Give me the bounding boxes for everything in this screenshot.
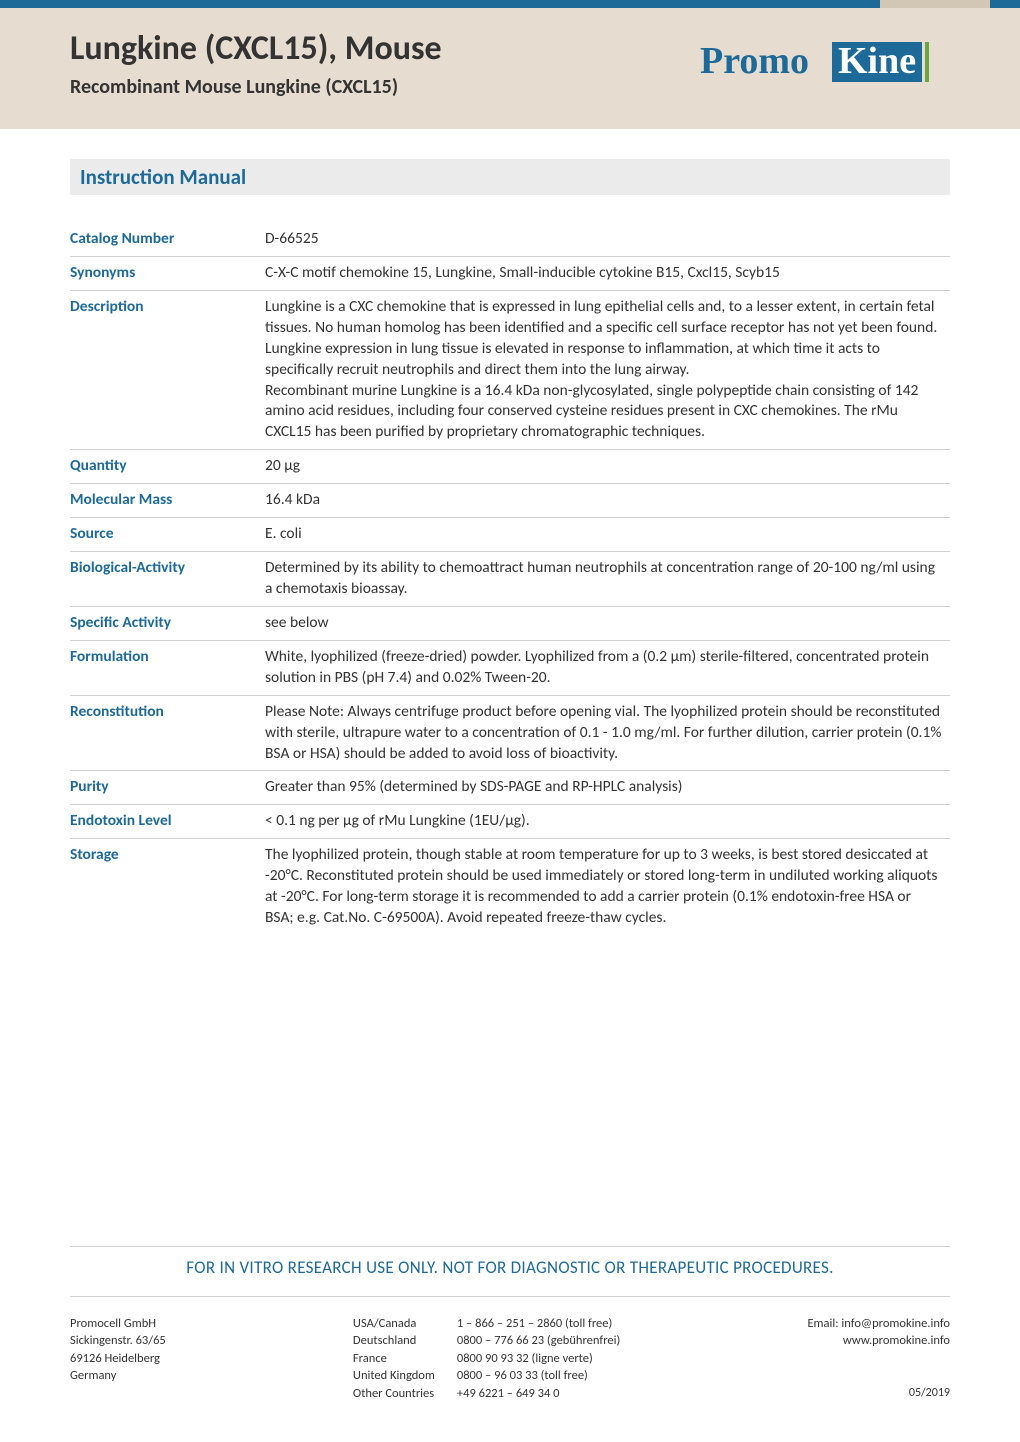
region-name: USA/Canada <box>353 1315 435 1333</box>
row-label: Source <box>70 518 265 552</box>
region-phone: 0800 90 93 32 (ligne verte) <box>457 1350 620 1368</box>
region-phone: 0800 – 776 66 23 (gebührenfrei) <box>457 1332 620 1350</box>
contact-website: www.promokine.info <box>807 1332 950 1350</box>
region-name: Other Countries <box>353 1385 435 1403</box>
footer-columns: Promocell GmbH Sickingenstr. 63/65 69126… <box>70 1315 950 1403</box>
row-label: Endotoxin Level <box>70 805 265 839</box>
logo-text-left: Promo <box>700 40 809 82</box>
table-row: Specific Activitysee below <box>70 606 950 640</box>
table-row: SourceE. coli <box>70 518 950 552</box>
row-label: Molecular Mass <box>70 484 265 518</box>
date-stamp: 05/2019 <box>909 1386 950 1400</box>
row-value: Lungkine is a CXC chemokine that is expr… <box>265 290 950 449</box>
region-phone: 1 – 866 – 251 – 2860 (toll free) <box>457 1315 620 1333</box>
row-label: Storage <box>70 839 265 935</box>
spec-table-body: Catalog NumberD-66525 SynonymsC-X-C moti… <box>70 223 950 935</box>
row-value: C-X-C motif chemokine 15, Lungkine, Smal… <box>265 256 950 290</box>
region-phones-subcol: 1 – 866 – 251 – 2860 (toll free) 0800 – … <box>457 1315 620 1403</box>
spec-table: Catalog NumberD-66525 SynonymsC-X-C moti… <box>70 223 950 935</box>
row-label: Reconstitution <box>70 695 265 771</box>
region-name: Deutschland <box>353 1332 435 1350</box>
table-row: Endotoxin Level< 0.1 ng per µg of rMu Lu… <box>70 805 950 839</box>
row-label: Biological-Activity <box>70 552 265 607</box>
region-phone: +49 6221 – 649 34 0 <box>457 1385 620 1403</box>
row-value: Please Note: Always centrifuge product b… <box>265 695 950 771</box>
row-value: 16.4 kDa <box>265 484 950 518</box>
disclaimer-text: FOR IN VITRO RESEARCH USE ONLY. NOT FOR … <box>70 1246 950 1297</box>
top-bar-accent <box>880 0 990 8</box>
row-value: < 0.1 ng per µg of rMu Lungkine (1EU/µg)… <box>265 805 950 839</box>
row-value: see below <box>265 606 950 640</box>
region-name: France <box>353 1350 435 1368</box>
row-label: Specific Activity <box>70 606 265 640</box>
table-row: Molecular Mass16.4 kDa <box>70 484 950 518</box>
email-label: Email: <box>807 1316 841 1331</box>
section-heading-bar: Instruction Manual <box>70 159 950 195</box>
table-row: SynonymsC-X-C motif chemokine 15, Lungki… <box>70 256 950 290</box>
row-label: Description <box>70 290 265 449</box>
email-value: info@promokine.info <box>841 1316 950 1331</box>
page-subtitle: Recombinant Mouse Lungkine (CXCL15) <box>70 75 442 99</box>
logo-green-bar <box>925 42 929 82</box>
footer-address-col: Promocell GmbH Sickingenstr. 63/65 69126… <box>70 1315 166 1403</box>
address-line: Sickingenstr. 63/65 <box>70 1332 166 1350</box>
row-label: Purity <box>70 771 265 805</box>
row-label: Formulation <box>70 640 265 695</box>
table-row: ReconstitutionPlease Note: Always centri… <box>70 695 950 771</box>
row-value: Greater than 95% (determined by SDS-PAGE… <box>265 771 950 805</box>
row-value: The lyophilized protein, though stable a… <box>265 839 950 935</box>
content-region: Instruction Manual Catalog NumberD-66525… <box>0 129 1020 935</box>
row-value: E. coli <box>265 518 950 552</box>
table-row: Biological-ActivityDetermined by its abi… <box>70 552 950 607</box>
address-line: 69126 Heidelberg <box>70 1350 166 1368</box>
row-label: Quantity <box>70 450 265 484</box>
footer-region: FOR IN VITRO RESEARCH USE ONLY. NOT FOR … <box>70 1246 950 1403</box>
logo-text-right: Kine <box>838 40 916 82</box>
footer-regions-col: USA/Canada Deutschland France United Kin… <box>353 1315 620 1403</box>
page-title: Lungkine (CXCL15), Mouse <box>70 28 442 69</box>
region-phone: 0800 – 96 03 33 (toll free) <box>457 1367 620 1385</box>
header-text-block: Lungkine (CXCL15), Mouse Recombinant Mou… <box>70 28 442 99</box>
table-row: Catalog NumberD-66525 <box>70 223 950 256</box>
promokine-logo-icon: Promo Kine <box>700 38 950 88</box>
address-line: Germany <box>70 1367 166 1385</box>
row-label: Synonyms <box>70 256 265 290</box>
row-label: Catalog Number <box>70 223 265 256</box>
top-bar <box>0 0 1020 8</box>
region-names-subcol: USA/Canada Deutschland France United Kin… <box>353 1315 435 1403</box>
brand-logo: Promo Kine <box>700 38 950 93</box>
row-value: D-66525 <box>265 223 950 256</box>
contact-email-line: Email: info@promokine.info <box>807 1315 950 1333</box>
row-value: Determined by its ability to chemoattrac… <box>265 552 950 607</box>
table-row: PurityGreater than 95% (determined by SD… <box>70 771 950 805</box>
header-region: Lungkine (CXCL15), Mouse Recombinant Mou… <box>0 8 1020 129</box>
table-row: StorageThe lyophilized protein, though s… <box>70 839 950 935</box>
row-value: 20 µg <box>265 450 950 484</box>
table-row: FormulationWhite, lyophilized (freeze-dr… <box>70 640 950 695</box>
region-name: United Kingdom <box>353 1367 435 1385</box>
address-line: Promocell GmbH <box>70 1315 166 1333</box>
table-row: Quantity20 µg <box>70 450 950 484</box>
section-heading: Instruction Manual <box>80 164 940 190</box>
row-value: White, lyophilized (freeze-dried) powder… <box>265 640 950 695</box>
table-row: DescriptionLungkine is a CXC chemokine t… <box>70 290 950 449</box>
